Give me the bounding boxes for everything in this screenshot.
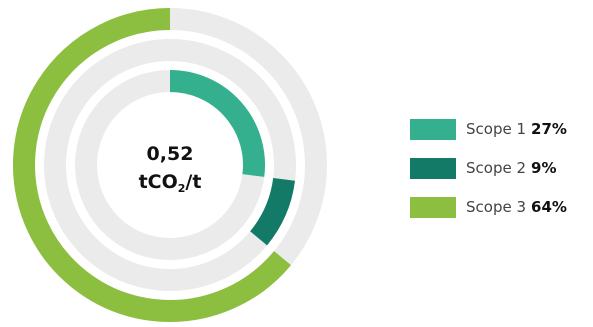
center-unit-prefix: tCO — [138, 171, 178, 193]
legend-swatch-scope-2 — [410, 157, 456, 179]
legend-item-scope-3: Scope 3 64% — [410, 195, 567, 219]
center-value: 0,52 — [146, 143, 194, 165]
legend-swatch-scope-3 — [410, 196, 456, 218]
center-unit-subscript: 2 — [177, 182, 186, 195]
center-unit-suffix: /t — [185, 171, 202, 193]
legend-label-scope-1: Scope 1 — [466, 120, 527, 138]
scope-1-arc — [169, 70, 265, 177]
legend-label-scope-2: Scope 2 — [466, 159, 527, 177]
legend-value-scope-1: 27% — [531, 120, 567, 138]
legend-item-scope-2: Scope 2 9% — [410, 156, 567, 180]
legend-value-scope-2: 9% — [531, 159, 557, 177]
middle-ring-track — [44, 39, 296, 291]
legend-value-scope-3: 64% — [531, 198, 567, 216]
legend-label-scope-3: Scope 3 — [466, 198, 527, 216]
legend-item-scope-1: Scope 1 27% — [410, 117, 567, 141]
center-label: 0,52 tCO2/t — [100, 140, 240, 196]
legend: Scope 1 27% Scope 2 9% Scope 3 64% — [410, 117, 567, 234]
legend-swatch-scope-1 — [410, 118, 456, 140]
scope-3-arc — [13, 8, 291, 322]
center-unit: tCO2/t — [100, 168, 240, 196]
scope-2-arc — [249, 177, 296, 246]
